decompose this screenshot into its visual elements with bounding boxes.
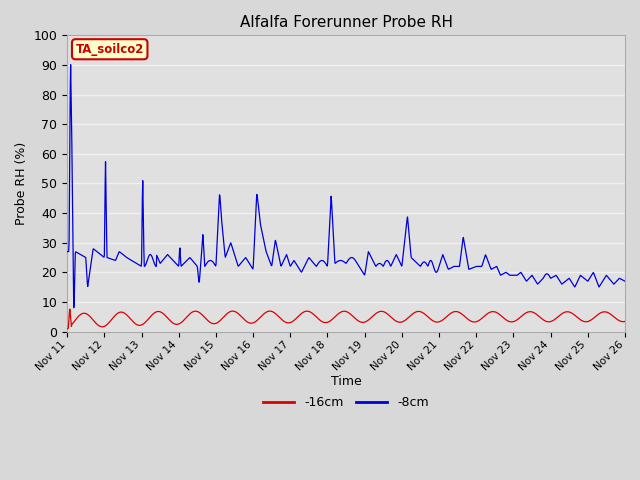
X-axis label: Time: Time: [331, 375, 362, 388]
Title: Alfalfa Forerunner Probe RH: Alfalfa Forerunner Probe RH: [239, 15, 452, 30]
Legend: -16cm, -8cm: -16cm, -8cm: [258, 391, 434, 414]
Y-axis label: Probe RH (%): Probe RH (%): [15, 142, 28, 225]
Text: TA_soilco2: TA_soilco2: [76, 43, 144, 56]
